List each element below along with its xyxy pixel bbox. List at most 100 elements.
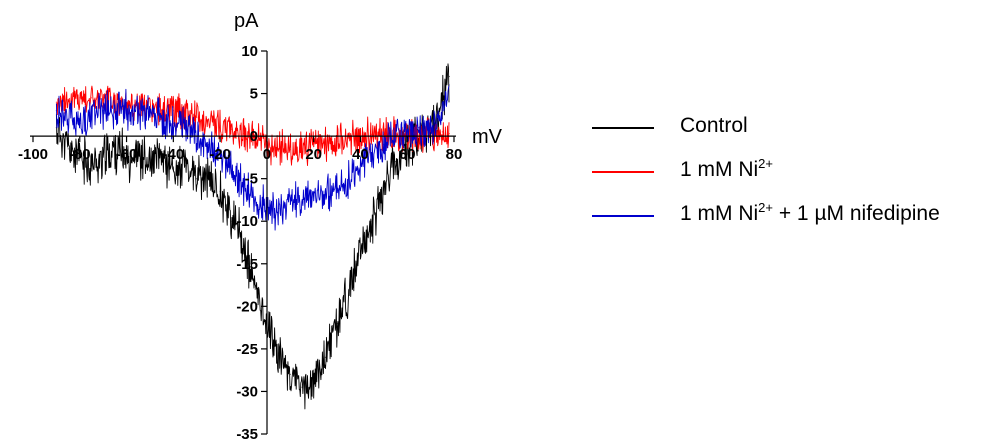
x-ticks-group: -100 -80 -60 -40 -20 0 20 40 60 80 [18, 136, 462, 163]
legend-item: 1 mM Ni2+ + 1 µM nifedipine [592, 200, 1002, 230]
y-tick-label: -25 [236, 341, 258, 358]
data-point [313, 195, 315, 197]
data-point [238, 229, 240, 231]
iv-plot: -100 -80 -60 -40 -20 0 20 40 60 80 10 5 0 -5 -10 -15 -2… [18, 10, 503, 443]
data-point [161, 116, 163, 118]
data-point [90, 165, 93, 167]
data-point [289, 149, 291, 151]
legend-label-superscript: 2+ [758, 200, 773, 215]
data-point [371, 133, 373, 135]
data-point [184, 165, 186, 167]
y-tick-label: -30 [236, 383, 258, 400]
data-point [102, 98, 104, 101]
data-point [161, 156, 163, 158]
data-point [324, 356, 326, 358]
x-tick-label: 80 [446, 146, 463, 163]
legend-label-superscript: 2+ [758, 156, 773, 171]
data-point [289, 373, 291, 375]
x-tick-label: -20 [209, 146, 231, 163]
legend-label-text: 1 mM Ni [680, 158, 759, 181]
data-point [448, 133, 450, 135]
x-tick-label: -80 [69, 146, 91, 163]
legend-item: Control [592, 112, 1002, 142]
data-point [383, 186, 385, 188]
data-point [254, 199, 256, 201]
data-point [434, 122, 436, 124]
legend-label-text: Control [680, 114, 748, 137]
data-point [219, 156, 221, 158]
y-tick-label: 10 [241, 43, 258, 60]
data-point [359, 254, 361, 256]
y-tick-label: -20 [236, 298, 258, 315]
series-trace-0 [55, 63, 450, 410]
data-point [359, 165, 361, 167]
data-point [231, 220, 233, 222]
x-tick-label: 40 [352, 146, 369, 163]
data-point [394, 161, 397, 163]
x-tick-label: 0 [263, 146, 271, 163]
data-point [324, 144, 326, 146]
data-point [102, 156, 104, 158]
x-axis-unit-label: mV [472, 126, 503, 148]
data-point [207, 120, 209, 122]
data-point [226, 203, 228, 205]
x-tick-label: -60 [116, 146, 138, 163]
x-tick-label: 60 [399, 146, 416, 163]
data-point [102, 110, 104, 112]
data-point [231, 169, 233, 171]
legend-swatch-line [592, 171, 654, 173]
data-point [278, 352, 280, 354]
y-tick-label: 0 [250, 128, 258, 145]
x-tick-label: 20 [305, 146, 322, 163]
y-axis-unit-label: pA [234, 10, 259, 32]
data-point [126, 156, 128, 158]
data-point [79, 97, 81, 99]
data-point [137, 111, 139, 113]
data-point [207, 178, 209, 180]
data-point [67, 98, 69, 101]
data-point [313, 145, 315, 147]
data-point [336, 322, 338, 324]
data-point [301, 386, 303, 388]
data-point [301, 199, 303, 201]
data-point [348, 178, 350, 180]
data-point [90, 97, 93, 99]
data-point [448, 75, 450, 78]
data-point [324, 190, 326, 192]
data-point [196, 116, 198, 118]
series-trace-1 [55, 85, 450, 167]
data-point [172, 122, 174, 124]
data-point [430, 127, 432, 129]
legend-swatch-line [592, 127, 654, 129]
data-point [448, 84, 450, 86]
legend-item: 1 mM Ni2+ [592, 156, 1002, 186]
data-point [149, 165, 151, 167]
data-point [242, 186, 245, 188]
data-point [441, 110, 443, 112]
data-point [289, 203, 291, 205]
data-point [278, 148, 280, 150]
legend-label-text: + 1 µM nifedipine [773, 202, 940, 225]
data-point [55, 101, 58, 103]
data-point [336, 186, 338, 188]
data-point [336, 140, 338, 142]
y-tick-label: -5 [245, 171, 258, 188]
data-point [161, 110, 163, 112]
data-point [90, 114, 93, 116]
data-point [67, 148, 69, 150]
data-point [383, 144, 385, 146]
data-point [254, 288, 256, 290]
data-point [79, 156, 81, 158]
data-point [441, 131, 443, 133]
legend-label: 1 mM Ni2+ + 1 µM nifedipine [680, 200, 940, 226]
data-point [406, 131, 408, 133]
data-point [172, 169, 174, 171]
data-point [313, 382, 315, 384]
legend-label: 1 mM Ni2+ [680, 156, 773, 182]
data-point [219, 125, 221, 127]
data-point [207, 144, 209, 146]
data-point [55, 110, 58, 112]
data-point [149, 114, 151, 116]
data-point [242, 133, 245, 135]
